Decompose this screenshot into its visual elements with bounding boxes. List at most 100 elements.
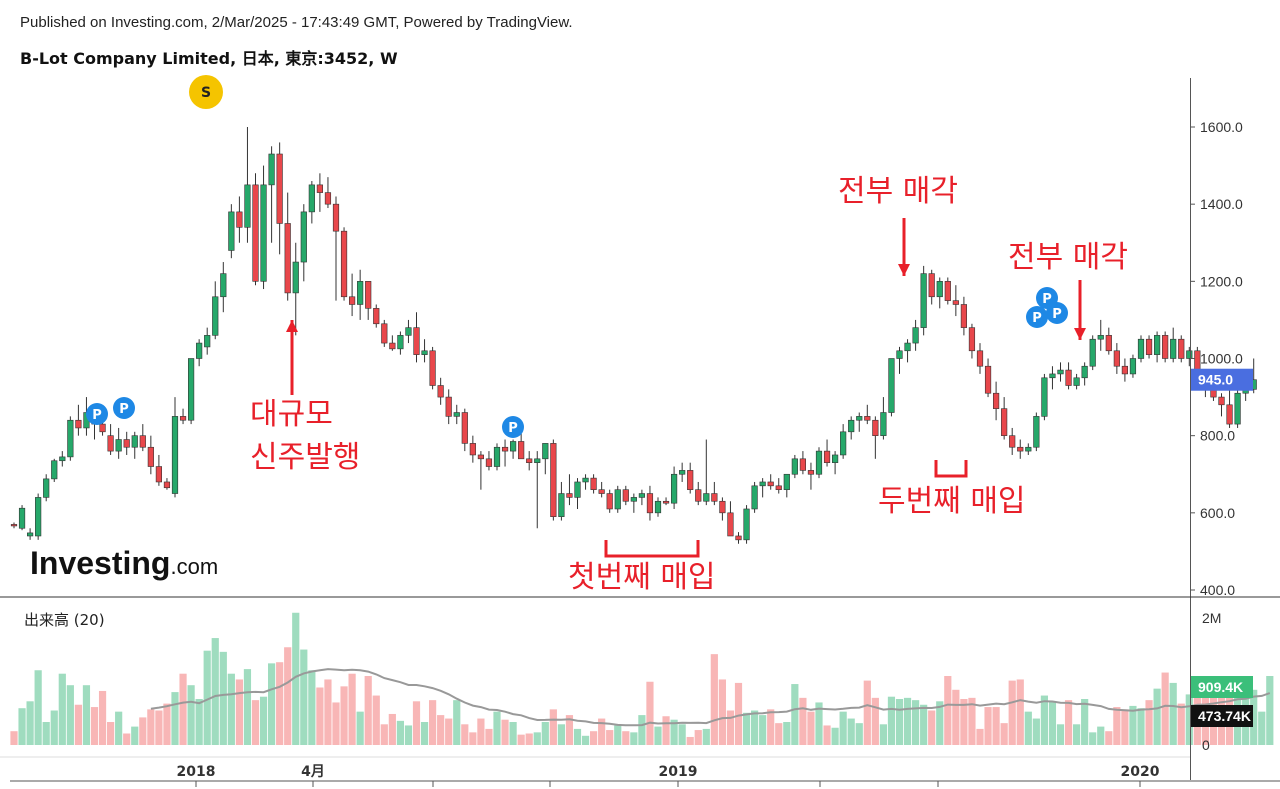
candle-body — [300, 211, 307, 263]
candle-body — [1089, 338, 1096, 367]
volume-bar — [203, 650, 211, 745]
candle — [155, 454, 163, 486]
candle-body — [1017, 446, 1024, 452]
candlestick-series — [10, 127, 1257, 544]
candle — [1137, 335, 1145, 363]
candle-body — [26, 532, 34, 537]
volume-bar — [74, 704, 82, 745]
candle-body — [1170, 338, 1177, 359]
candle-body — [751, 485, 758, 510]
candle-body — [123, 439, 130, 448]
candle — [51, 458, 58, 482]
candle-body — [719, 500, 726, 514]
candle-body — [332, 203, 340, 232]
candle — [968, 323, 976, 359]
candle — [687, 462, 694, 494]
candle-body — [397, 335, 404, 350]
candle — [1081, 362, 1088, 386]
p-marker: P — [502, 416, 524, 438]
volume-bar — [356, 711, 364, 745]
candle — [662, 497, 670, 506]
candle-body — [437, 385, 444, 398]
volume-bar — [18, 708, 26, 745]
candle — [357, 269, 364, 320]
candle — [719, 497, 726, 521]
volume-bar — [614, 725, 622, 745]
volume-bar — [960, 699, 968, 745]
candle-body — [687, 470, 694, 490]
candle-body — [1041, 377, 1048, 417]
candle — [115, 427, 122, 459]
candle-body — [799, 458, 806, 471]
candle-body — [1218, 396, 1225, 406]
candle — [928, 269, 935, 305]
candle-body — [429, 350, 436, 386]
volume-bar — [517, 734, 525, 745]
candle — [59, 451, 66, 467]
candle — [1049, 366, 1056, 390]
candle-body — [1226, 404, 1233, 425]
candle — [1073, 373, 1080, 390]
chart-title: B-Lot Company Limited, 日本, 東京:3452, W — [20, 49, 398, 68]
volume-bar — [179, 673, 187, 745]
volume-bar — [1258, 711, 1266, 745]
candle-body — [1033, 416, 1040, 448]
last-price-tag-text: 945.0 — [1198, 372, 1233, 388]
volume-ma-tag-text: 473.74K — [1198, 708, 1251, 724]
p-marker-circle — [1046, 302, 1068, 324]
price-tick-label: 400.0 — [1200, 582, 1235, 598]
last-price-tag-bg — [1191, 368, 1253, 391]
volume-ma-tag: 473.74K — [1191, 705, 1253, 727]
candle — [10, 522, 18, 529]
volume-bar — [1121, 709, 1129, 745]
price-tick-label: 800.0 — [1200, 428, 1235, 444]
candle-body — [1178, 338, 1185, 359]
candle — [1145, 335, 1153, 359]
candle-body — [960, 304, 967, 328]
candle-body — [1105, 335, 1112, 352]
candle — [1129, 354, 1137, 378]
candle — [461, 408, 468, 452]
volume-bar — [895, 699, 904, 745]
volume-bar — [590, 731, 598, 745]
candle — [880, 397, 887, 440]
candle — [340, 227, 348, 301]
candle-body — [10, 524, 18, 527]
candle-body — [244, 184, 251, 228]
candle — [18, 505, 26, 531]
candle-body — [1129, 358, 1137, 375]
candle-body — [791, 458, 798, 475]
candle-body — [727, 512, 734, 537]
candle — [936, 277, 943, 309]
volume-bar — [195, 699, 203, 745]
candle-body — [888, 358, 895, 413]
candle-body — [1234, 392, 1241, 425]
candle-body — [614, 489, 621, 510]
candle — [783, 473, 790, 498]
candle — [703, 439, 710, 506]
candle-body — [308, 184, 315, 213]
candle-body — [952, 300, 959, 305]
candle — [1121, 358, 1128, 382]
volume-bar — [831, 727, 839, 745]
volume-bar — [1105, 731, 1113, 745]
candle-body — [373, 308, 380, 325]
candle — [332, 196, 340, 301]
candle-body — [188, 358, 195, 421]
candle — [1025, 443, 1032, 455]
p-marker-circle — [113, 397, 135, 419]
candle-body — [340, 230, 348, 298]
last-price-tag: 945.0 — [1191, 368, 1253, 391]
last-volume-tag-text: 909.4K — [1198, 679, 1243, 695]
candle — [1218, 393, 1225, 417]
volume-bar — [1056, 724, 1065, 745]
candle — [1001, 397, 1008, 440]
candle-body — [260, 184, 267, 282]
volume-bar — [219, 651, 227, 745]
candle — [413, 312, 420, 363]
candle — [260, 165, 267, 290]
volume-bar — [437, 715, 445, 745]
volume-bar — [718, 679, 726, 745]
volume-bar — [1129, 705, 1137, 745]
time-label: 2019 — [659, 764, 698, 780]
